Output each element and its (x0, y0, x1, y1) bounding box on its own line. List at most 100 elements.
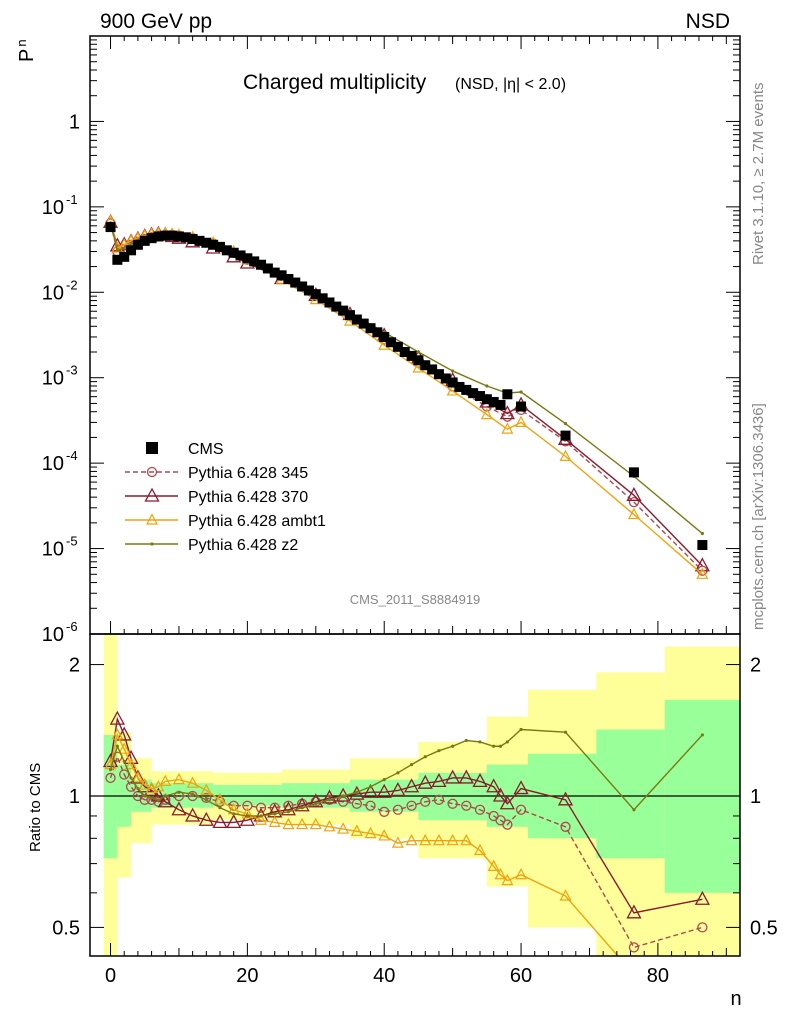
ratio-point (294, 797, 310, 812)
y-tick-label-top: 10 (42, 624, 64, 646)
ratio-point (129, 776, 133, 780)
data-point (427, 364, 438, 375)
ratio-point (185, 807, 201, 822)
data-point (310, 289, 321, 300)
series-point (499, 405, 515, 420)
ratio-point (432, 833, 445, 846)
ratio-point (280, 801, 297, 816)
series-point (515, 415, 528, 427)
ratio-point (159, 774, 172, 786)
legend-label: CMS (188, 441, 224, 458)
y-tick-label-top: 10 (42, 539, 64, 561)
legend-marker (144, 487, 160, 502)
ratio-point (451, 744, 455, 748)
ratio-point (447, 798, 458, 809)
ratio-point (355, 790, 359, 794)
data-point (146, 233, 157, 244)
data-point (262, 263, 273, 274)
ratio-point (118, 742, 131, 754)
ratio-point (341, 794, 345, 798)
data-point (256, 259, 267, 270)
data-point (454, 381, 465, 392)
y-tick-label-top-exp: -4 (66, 448, 78, 463)
ratio-point (156, 798, 161, 802)
data-point (215, 241, 225, 252)
data-point (413, 355, 424, 366)
analysis-label: CMS_2011_S8884919 (350, 592, 481, 607)
data-point (488, 396, 499, 407)
ratio-point (323, 820, 336, 832)
ratio-point (115, 744, 119, 748)
series-point (480, 407, 493, 420)
data-point (119, 251, 130, 262)
ratio-point (226, 814, 242, 829)
series-point (502, 411, 513, 422)
ratio-point (125, 757, 138, 770)
data-point (173, 231, 184, 242)
ratio-point (138, 778, 151, 790)
y-tick-label-top-exp: -1 (66, 192, 78, 207)
data-point (167, 230, 178, 241)
ratio-point (337, 822, 350, 834)
ratio-point (515, 804, 527, 815)
ratio-point (513, 780, 529, 795)
data-point (440, 373, 451, 384)
y-tick-label-top-exp: -3 (66, 363, 78, 378)
ratio-point (557, 791, 574, 806)
ratio-point (105, 772, 116, 784)
bottom-panel-series (102, 710, 710, 956)
ratio-point (474, 843, 486, 856)
data-point (697, 540, 708, 551)
ratio-point (437, 749, 441, 753)
legend-label: Pythia 6.428 370 (188, 489, 308, 506)
band-inner-segment (213, 784, 282, 806)
y-tick-label-bottom-right: 2 (750, 655, 761, 677)
ratio-point (327, 798, 332, 802)
ratio-point (350, 824, 363, 836)
data-point (628, 467, 639, 478)
side-text-bottom: mcplots.cern.ch [arXiv:1306.3436] (750, 403, 767, 630)
ratio-point (242, 800, 253, 811)
data-point (502, 389, 513, 400)
data-point (160, 230, 171, 241)
ratio-point (268, 815, 281, 827)
ratio-point (365, 800, 376, 811)
data-point (235, 250, 246, 261)
ratio-point (149, 796, 154, 800)
x-tick-label: 60 (510, 965, 532, 987)
legend-marker-cms (146, 442, 158, 454)
ratio-point (487, 859, 500, 871)
y-tick-label-top: 10 (42, 368, 64, 390)
ratio-point (396, 771, 400, 775)
data-point (201, 237, 212, 248)
data-point (269, 267, 280, 278)
plot-title: Charged multiplicity (243, 71, 427, 94)
data-point (317, 293, 328, 304)
data-point (139, 235, 150, 246)
ratio-point (286, 810, 291, 814)
ratio-point (214, 793, 226, 805)
ratio-point (391, 836, 404, 848)
y-tick-label-top-exp: -2 (66, 277, 78, 292)
side-text-top: Rivet 3.1.10, ≥ 2.7M events (750, 83, 767, 266)
ratio-point (368, 785, 373, 789)
ratio-point (218, 806, 222, 810)
ratio-point (145, 781, 158, 794)
data-point (153, 231, 164, 242)
ratio-point (157, 793, 173, 808)
ratio-point (309, 817, 322, 830)
data-point (516, 401, 527, 412)
ratio-point (300, 806, 304, 810)
data-point (386, 337, 397, 348)
series-line (109, 222, 703, 535)
y-tick-label-top: 10 (42, 197, 64, 219)
bottom-panel-frame (89, 633, 741, 957)
series-point (626, 486, 642, 501)
series-point (122, 246, 126, 250)
y-tick-label-bottom: 1 (69, 786, 80, 808)
data-point (187, 234, 198, 245)
ratio-point (486, 778, 502, 793)
series-point (694, 557, 710, 572)
ratio-point (273, 812, 277, 816)
